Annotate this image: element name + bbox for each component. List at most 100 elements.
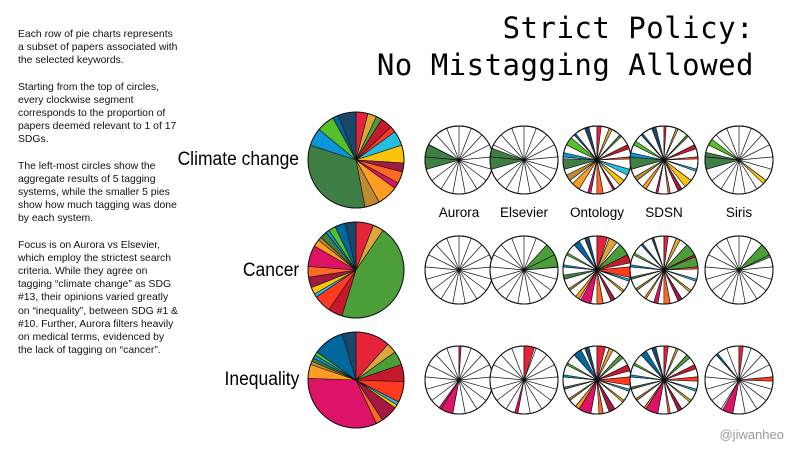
system-label-ontology: Ontology [569,205,625,220]
pie-rim-climate-change-sdsn [629,125,699,195]
pie-rim-cancer-sdsn [629,235,699,305]
pie-divider-climate-change-aurora-sdg-8 [458,159,478,190]
pie-divider-climate-change-elsevier-sdg-5 [523,156,558,161]
pie-divider-climate-change-elsevier-sdg-6 [523,159,557,170]
pie-divider-inequality-elsevier-sdg-14 [490,376,525,381]
pie-divider-inequality-elsevier-sdg-17 [511,348,525,381]
pie-divider-inequality-aurora-sdg-14 [425,376,460,381]
pie-divider-inequality-aurora-sdg-3 [458,354,483,381]
pie-divider-climate-change-siris-sdg-8 [738,159,758,190]
pie-divider-inequality-aurora-sdg-16 [435,354,460,381]
pie-divider-cancer-siris-sdg-9 [738,269,746,304]
pie-divider-cancer-siris-sdg-6 [738,269,772,280]
chart-title-line-2: No Mistagging Allowed [376,48,754,82]
pie-rim-climate-change-siris [704,125,774,195]
pie-divider-cancer-aurora-sdg-16 [435,244,460,271]
row-label-cancer: Cancer [242,260,299,281]
pie-divider-climate-change-elsevier-sdg-17 [511,128,525,161]
pie-divider-cancer-aurora-sdg-15 [428,254,460,271]
description-text: Each row of pie charts represents a subs… [18,28,178,370]
pie-divider-inequality-elsevier-sdg-9 [523,379,531,414]
pie-divider-inequality-siris-sdg-17 [726,348,740,381]
pie-divider-cancer-elsevier-sdg-11 [505,269,525,300]
pie-divider-inequality-aurora-sdg-12 [431,379,460,401]
pie-divider-cancer-aurora-sdg-3 [458,244,483,271]
pie-divider-climate-change-aurora-sdg-3 [458,134,483,161]
pie-divider-inequality-aurora-sdg-11 [440,379,460,410]
pie-divider-inequality-elsevier-sdg-4 [523,364,555,381]
pie-divider-cancer-aurora-sdg-14 [425,266,460,271]
pie-divider-cancer-elsevier-sdg-9 [523,269,531,304]
pie-rim-climate-change-elsevier [489,125,559,195]
pie-divider-climate-change-elsevier-sdg-14 [490,156,525,161]
pie-divider-inequality-siris-sdg-14 [705,376,740,381]
pie-divider-inequality-siris-sdg-4 [738,364,770,381]
pie-divider-cancer-elsevier-sdg-15 [493,254,525,271]
pie-divider-climate-change-elsevier-sdg-8 [523,159,543,190]
pie-divider-cancer-aurora-sdg-4 [458,254,490,271]
pie-divider-cancer-elsevier-sdg-4 [523,254,555,271]
pie-divider-inequality-siris-sdg-7 [738,379,767,401]
pie-divider-cancer-elsevier-sdg-12 [496,269,525,291]
pie-divider-inequality-elsevier-sdg-3 [523,354,548,381]
pie-rim-cancer-siris [704,235,774,305]
pie-divider-inequality-siris-sdg-13 [706,379,740,390]
pie-divider-cancer-aurora-sdg-6 [458,269,492,280]
pie-rim-cancer-aggregate [307,221,405,319]
pie-divider-cancer-siris-sdg-11 [720,269,740,300]
pie-divider-inequality-aurora-sdg-13 [426,379,460,390]
pie-divider-climate-change-elsevier-sdg-4 [523,144,555,161]
pie-divider-inequality-elsevier-sdg-7 [523,379,552,401]
pie-divider-climate-change-siris-sdg-11 [720,159,740,190]
pie-divider-inequality-elsevier-sdg-16 [500,354,525,381]
chart-title: Strict Policy: No Mistagging Allowed [377,10,754,84]
pie-divider-climate-change-siris-sdg-6 [738,159,772,170]
description-paragraph-3: The left-most circles show the aggregate… [18,160,177,225]
pie-divider-inequality-elsevier-sdg-6 [523,379,557,390]
pie-divider-cancer-siris-sdg-7 [738,269,767,291]
pie-divider-inequality-siris-sdg-2 [738,348,752,381]
pie-divider-cancer-elsevier-sdg-10 [517,269,525,304]
pie-divider-climate-change-aurora-sdg-6 [458,159,492,170]
pie-divider-climate-change-elsevier-sdg-3 [523,134,548,161]
system-label-aurora: Aurora [438,205,480,220]
description-paragraph-1: Each row of pie charts represents a subs… [18,29,178,67]
pie-divider-inequality-siris-sdg-15 [708,364,740,381]
system-label-siris: Siris [725,205,753,220]
pie-rim-cancer-elsevier [489,235,559,305]
pie-divider-cancer-aurora-sdg-5 [458,266,493,271]
pie-divider-climate-change-elsevier-sdg-15 [493,144,525,161]
row-label-inequality: Inequality [224,369,299,390]
pie-divider-inequality-aurora-sdg-5 [458,376,493,381]
pie-divider-climate-change-aurora-sdg-17 [446,128,460,161]
pie-divider-climate-change-aurora-sdg-15 [428,144,460,161]
pie-rim-climate-change-aggregate [307,111,405,209]
pie-divider-climate-change-aurora-sdg-4 [458,144,490,161]
pie-divider-cancer-elsevier-sdg-17 [511,238,525,271]
pie-divider-inequality-elsevier-sdg-8 [523,379,543,410]
pie-rim-inequality-sdsn [629,345,699,415]
pie-divider-inequality-aurora-sdg-4 [458,364,490,381]
pie-divider-cancer-aurora-sdg-10 [452,269,460,304]
pie-divider-cancer-aurora-sdg-2 [458,238,472,271]
pie-divider-climate-change-elsevier-sdg-9 [523,159,531,194]
pie-divider-inequality-aurora-sdg-15 [428,364,460,381]
pie-divider-climate-change-aurora-sdg-7 [458,159,487,181]
chart-title-line-1: Strict Policy: [502,11,754,45]
pie-divider-climate-change-elsevier-sdg-16 [500,134,525,161]
pie-divider-cancer-aurora-sdg-11 [440,269,460,300]
pie-divider-climate-change-aurora-sdg-12 [431,159,460,181]
pie-divider-inequality-elsevier-sdg-13 [491,379,525,390]
pie-divider-cancer-siris-sdg-17 [726,238,740,271]
pie-divider-climate-change-siris-sdg-17 [726,128,740,161]
pie-divider-inequality-aurora-sdg-2 [458,348,472,381]
pie-divider-inequality-aurora-sdg-6 [458,379,492,390]
pie-divider-cancer-aurora-sdg-12 [431,269,460,291]
pie-divider-climate-change-siris-sdg-12 [711,159,740,181]
pie-divider-cancer-elsevier-sdg-8 [523,269,543,300]
pie-divider-cancer-elsevier-sdg-13 [491,269,525,280]
pie-divider-climate-change-siris-sdg-14 [705,156,740,161]
pie-divider-inequality-aurora-sdg-17 [446,348,460,381]
pie-divider-inequality-siris-sdg-6 [738,379,772,390]
pie-divider-cancer-siris-sdg-12 [711,269,740,291]
